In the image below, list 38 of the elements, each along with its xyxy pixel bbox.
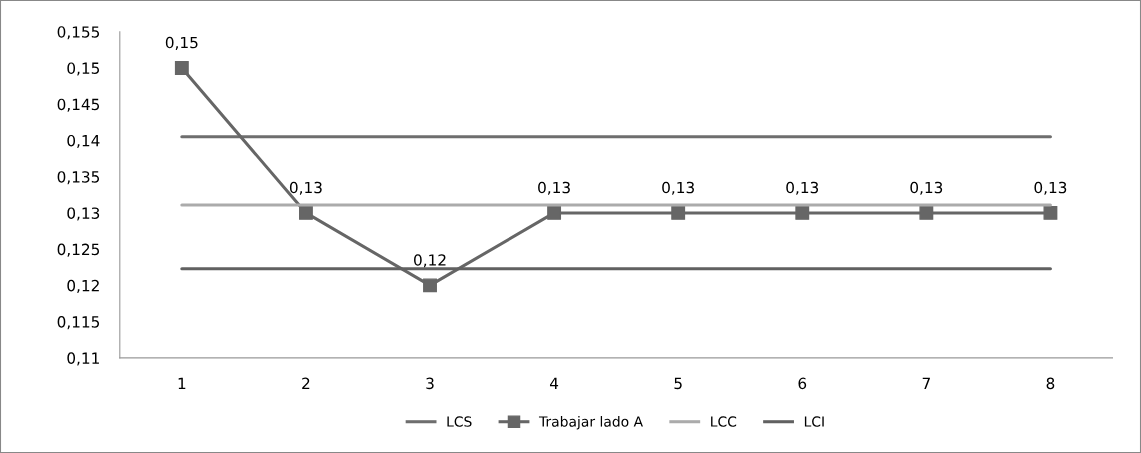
data-label: 0,13 [289,181,322,195]
y-tick-label: 0,13 [67,207,100,221]
legend-label: Trabajar lado A [538,416,643,430]
y-tick-label: 0,11 [67,352,99,366]
point [1043,205,1058,220]
point [174,61,189,75]
y-tick-label: 0,14 [67,134,100,149]
point [795,205,810,220]
data-label: 0,12 [414,254,446,268]
data-label: 0,13 [786,181,819,195]
legend-label: LCI [804,416,824,427]
legend-label: LCS [447,416,472,427]
point [671,205,686,220]
x-tick-label: 5 [674,377,682,390]
point [919,205,934,220]
y-tick-label: 0,12 [67,279,99,293]
data-label: 0,13 [910,181,943,195]
data-label: 0,13 [1034,181,1067,195]
y-tick-label: 0,125 [57,243,100,257]
y-tick-label: 0,115 [57,316,100,330]
x-tick-label: 8 [1046,377,1055,390]
data-label: 0,15 [165,36,198,50]
y-tick-label: 0,145 [57,98,100,112]
data-label: 0,13 [538,181,570,195]
point [423,278,437,293]
x-tick-label: 2 [302,377,310,389]
x-tick-label: 3 [426,377,434,390]
x-tick-label: 1 [178,377,186,389]
y-tick-label: 0,135 [57,171,100,185]
y-tick-label: 0,15 [67,62,100,76]
legend-label: LCC [711,416,737,427]
x-tick-label: 4 [549,377,559,389]
x-tick-label: 7 [922,377,930,389]
x-tick-label: 6 [798,377,807,390]
point [547,205,562,220]
y-tick-label: 0,155 [57,26,100,40]
data-label: 0,13 [662,181,694,195]
point [298,205,313,220]
